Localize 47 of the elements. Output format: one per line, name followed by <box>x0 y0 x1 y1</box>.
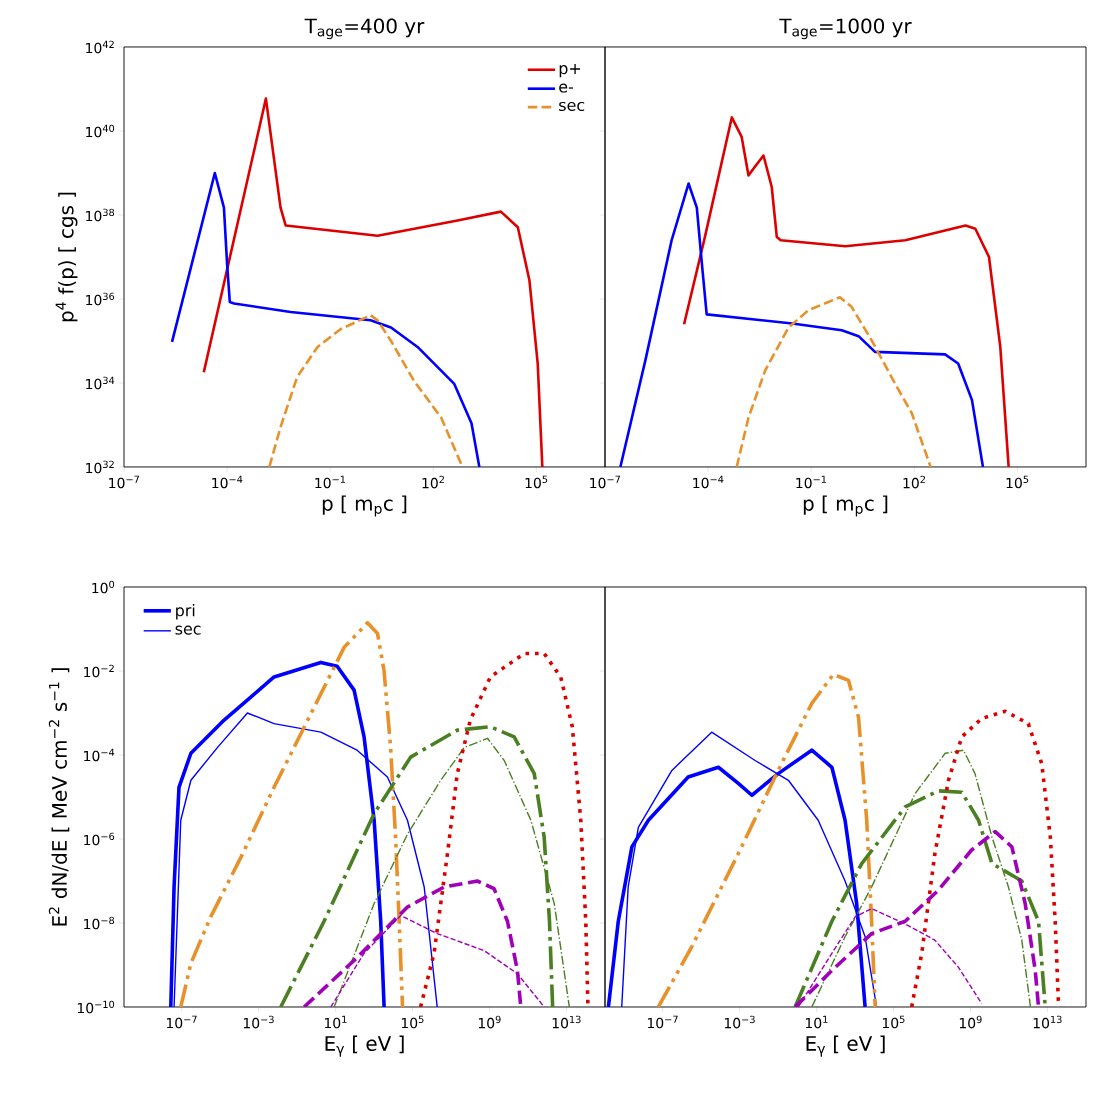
x-axis-title: p [ m$_{p}$c ] <box>322 495 407 517</box>
legend-label: p+ <box>559 64 581 78</box>
x-tick-label: 10$^{−7}$ <box>166 1015 197 1029</box>
x-tick-label: 10$^{9}$ <box>478 1015 501 1029</box>
x-tick-label: 10$^{2}$ <box>422 475 444 489</box>
x-tick-label: 10$^{−7}$ <box>109 475 139 489</box>
x-axis-title: E$_{γ}$ [ eV ] <box>325 1035 404 1057</box>
y-tick-label: 10$^{38}$ <box>86 208 115 222</box>
x-tick-label: 10$^{2}$ <box>903 475 925 489</box>
x-tick-label: 10$^{−1}$ <box>315 475 346 489</box>
legend-label: e- <box>559 83 574 93</box>
y-tick-label: 10$^{−8}$ <box>84 916 115 930</box>
y-axis-title: p$^{4}$ f(p) [ cgs ] <box>55 192 78 322</box>
y-tick-label: 10$^{36}$ <box>86 292 115 306</box>
chart-title: T$_{age}$=1000 yr <box>779 18 912 40</box>
y-tick-label: 10$^{−2}$ <box>84 664 114 678</box>
y-tick-label: 10$^{−6}$ <box>84 832 115 846</box>
x-tick-label: 10$^{−7}$ <box>647 1015 678 1029</box>
legend-label: pri <box>176 604 195 620</box>
y-tick-label: 10$^{−4}$ <box>84 748 115 762</box>
y-tick-label: 10$^{40}$ <box>86 124 115 138</box>
x-tick-label: 10$^{5}$ <box>1006 475 1029 489</box>
x-axis-title: p [ m$_{p}$c ] <box>803 495 888 517</box>
y-axis-title: E$^{2}$ dN/dE [ MeV cm$^{−2}$ s$^{−1}$ ] <box>48 668 70 926</box>
x-tick-label: 10$^{−1}$ <box>796 475 827 489</box>
x-tick-label: 10$^{5}$ <box>882 1015 905 1029</box>
y-tick-label: 10$^{0}$ <box>92 580 115 594</box>
x-tick-label: 10$^{−3}$ <box>724 1015 755 1029</box>
x-tick-label: 10$^{13}$ <box>552 1015 581 1029</box>
y-tick-label: 10$^{−10}$ <box>77 1000 115 1014</box>
x-axis-title: E$_{γ}$ [ eV ] <box>806 1035 885 1057</box>
x-tick-label: 10$^{1}$ <box>324 1015 347 1029</box>
y-tick-label: 10$^{32}$ <box>86 460 114 474</box>
x-tick-label: 10$^{5}$ <box>401 1015 424 1029</box>
x-tick-label: 10$^{1}$ <box>805 1015 828 1029</box>
x-tick-label: 10$^{9}$ <box>959 1015 982 1029</box>
x-tick-label: 10$^{−4}$ <box>212 475 243 489</box>
x-tick-label: 10$^{5}$ <box>525 475 548 489</box>
chart-title: T$_{age}$=400 yr <box>304 18 425 40</box>
x-tick-label: 10$^{−4}$ <box>693 475 724 489</box>
y-tick-label: 10$^{34}$ <box>86 376 115 390</box>
legend-label: sec <box>175 625 201 635</box>
y-tick-label: 10$^{42}$ <box>86 40 114 54</box>
x-tick-label: 10$^{−3}$ <box>243 1015 274 1029</box>
x-tick-label: 10$^{−7}$ <box>590 475 620 489</box>
x-tick-label: 10$^{13}$ <box>1033 1015 1062 1029</box>
legend-label: sec <box>559 101 585 112</box>
